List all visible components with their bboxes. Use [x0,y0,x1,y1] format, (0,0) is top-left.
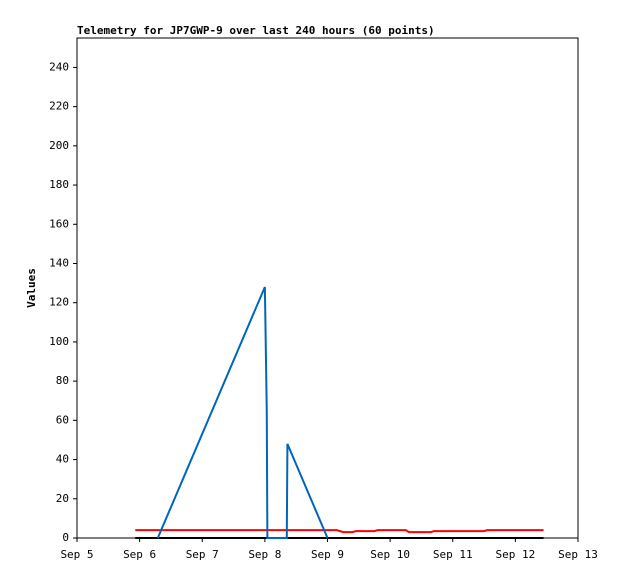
x-tick-label: Sep 8 [248,548,281,561]
x-tick-label: Sep 6 [123,548,156,561]
y-tick-label: 0 [62,531,69,544]
y-tick-label: 200 [49,139,69,152]
x-tick-label: Sep 9 [311,548,344,561]
y-tick-label: 80 [56,374,69,387]
chart-title: Telemetry for JP7GWP-9 over last 240 hou… [77,24,435,37]
x-tick-label: Sep 12 [496,548,536,561]
x-tick-label: Sep 13 [558,548,598,561]
series-line [156,286,329,539]
y-tick-label: 120 [49,296,69,309]
y-tick-label: 60 [56,413,69,426]
y-tick-label: 220 [49,100,69,113]
y-tick-label: 160 [49,217,69,230]
y-axis-label: Values [25,268,38,308]
y-tick-label: 20 [56,492,69,505]
y-tick-label: 140 [49,256,69,269]
y-tick-label: 40 [56,453,69,466]
y-tick-label: 240 [49,60,69,73]
x-tick-label: Sep 10 [370,548,410,561]
x-tick-label: Sep 5 [60,548,93,561]
plot-frame [76,37,579,539]
y-tick-label: 100 [49,335,69,348]
x-tick-label: Sep 7 [186,548,219,561]
x-tick-label: Sep 11 [433,548,473,561]
y-tick-label: 180 [49,178,69,191]
series-line [135,529,544,534]
